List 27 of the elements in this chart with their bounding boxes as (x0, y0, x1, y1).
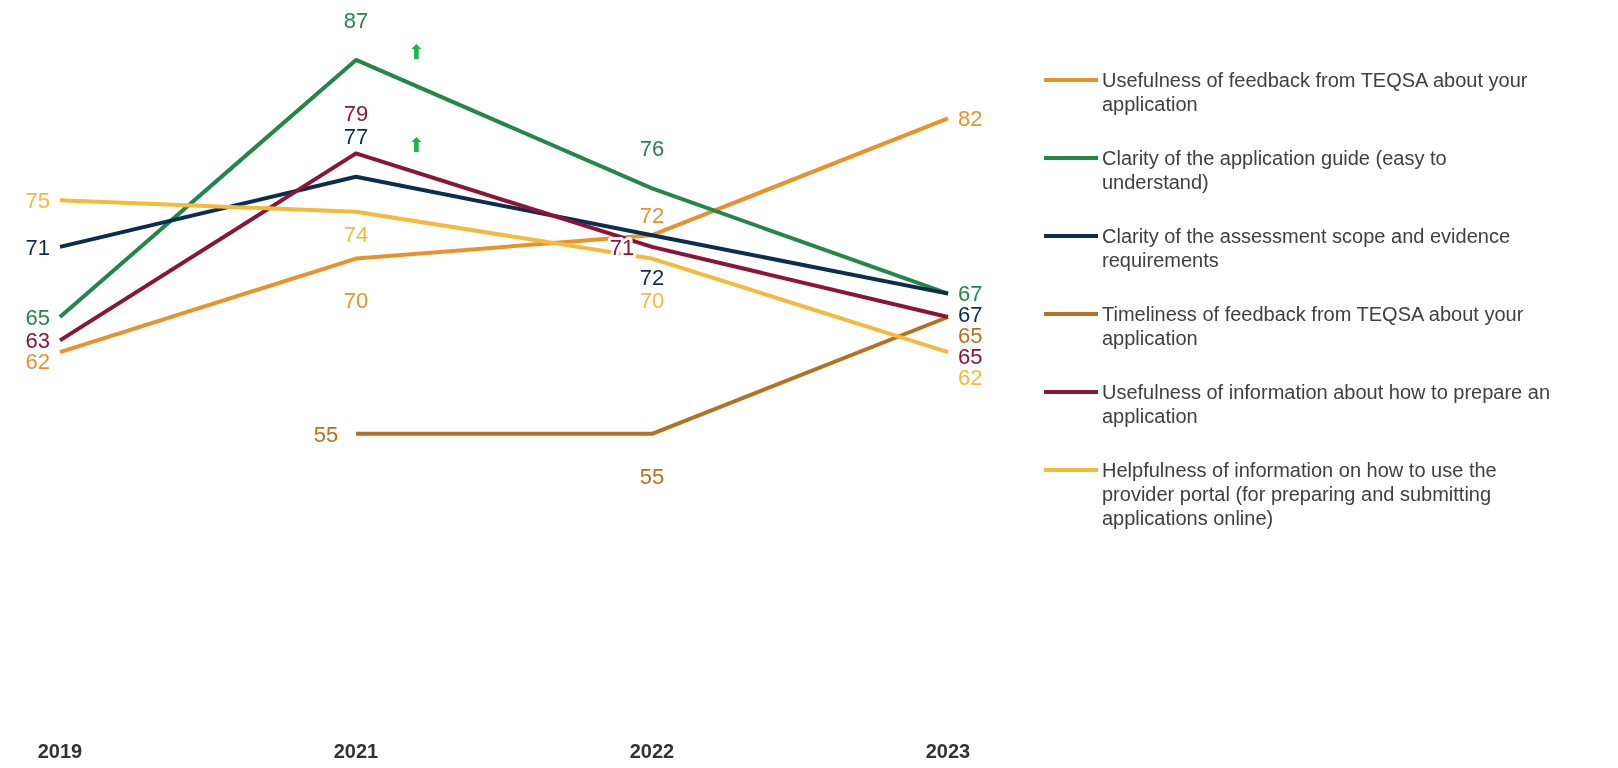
data-label: 72 (639, 202, 665, 228)
x-tick-label: 2022 (629, 740, 675, 762)
data-label: 70 (343, 288, 369, 314)
x-tick-label: 2021 (333, 740, 379, 762)
data-label: 76 (639, 136, 665, 162)
data-label: 82 (958, 106, 983, 132)
x-tick-label: 2019 (37, 740, 83, 762)
arrow-up-icon: ⬆ (408, 40, 425, 63)
legend-label: Helpfulness of information on how to use the provider portal (for preparing and submitting applications online) (1102, 459, 1497, 529)
data-label: 70 (639, 288, 665, 314)
data-label: 74 (343, 221, 369, 247)
legend-label: Clarity of the assessment scope and evidence requirements (1102, 225, 1510, 271)
data-label: 71 (25, 234, 50, 260)
data-label: 75 (25, 187, 50, 213)
legend-label: Usefulness of feedback from TEQSA about your application (1102, 69, 1528, 115)
data-label: 55 (313, 421, 339, 447)
legend-label: Timeliness of feedback from TEQSA about your application (1102, 303, 1524, 349)
arrow-up-icon: ⬆ (408, 134, 425, 157)
data-label: 55 (639, 463, 665, 489)
data-label: 65 (25, 304, 50, 330)
data-label: 87 (343, 7, 369, 33)
legend-label: Clarity of the application guide (easy to understand) (1102, 147, 1447, 193)
data-label: 72 (639, 264, 665, 290)
data-label: 79 (343, 101, 369, 127)
data-label: 77 (343, 124, 369, 150)
legend-label: Usefulness of information about how to prepare an application (1102, 381, 1551, 427)
x-tick-label: 2023 (925, 740, 971, 762)
